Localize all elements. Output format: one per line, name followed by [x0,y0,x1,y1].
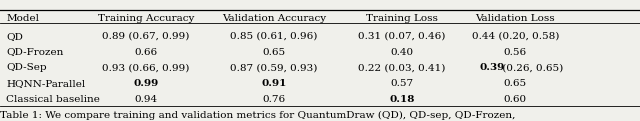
Text: 0.93 (0.66, 0.99): 0.93 (0.66, 0.99) [102,63,189,72]
Text: 0.39: 0.39 [480,63,505,72]
Text: QD: QD [6,32,23,41]
Text: Validation Loss: Validation Loss [476,14,555,23]
Text: 0.44 (0.20, 0.58): 0.44 (0.20, 0.58) [472,32,559,41]
Text: 0.99: 0.99 [133,79,159,88]
Text: Model: Model [6,14,40,23]
Text: Training Accuracy: Training Accuracy [98,14,194,23]
Text: 0.94: 0.94 [134,95,157,104]
Text: 0.56: 0.56 [504,48,527,57]
Text: 0.60: 0.60 [504,95,527,104]
Text: 0.66: 0.66 [134,48,157,57]
Text: 0.91: 0.91 [261,79,287,88]
Text: HQNN-Parallel: HQNN-Parallel [6,79,86,88]
Text: QD-Sep: QD-Sep [6,63,47,72]
Text: Validation Accuracy: Validation Accuracy [222,14,326,23]
Text: Classical baseline: Classical baseline [6,95,100,104]
Text: 0.76: 0.76 [262,95,285,104]
Text: 0.57: 0.57 [390,79,413,88]
Text: 0.31 (0.07, 0.46): 0.31 (0.07, 0.46) [358,32,445,41]
Text: Training Loss: Training Loss [366,14,438,23]
Text: (0.26, 0.65): (0.26, 0.65) [499,63,563,72]
Text: 0.65: 0.65 [262,48,285,57]
Text: Table 1: We compare training and validation metrics for QuantumDraw (QD), QD-sep: Table 1: We compare training and validat… [0,110,515,120]
Text: 0.65: 0.65 [504,79,527,88]
Text: QD-Frozen: QD-Frozen [6,48,64,57]
Text: 0.85 (0.61, 0.96): 0.85 (0.61, 0.96) [230,32,317,41]
Text: 0.87 (0.59, 0.93): 0.87 (0.59, 0.93) [230,63,317,72]
Text: 0.40: 0.40 [390,48,413,57]
Text: 0.18: 0.18 [389,95,415,104]
Text: 0.89 (0.67, 0.99): 0.89 (0.67, 0.99) [102,32,189,41]
Text: 0.22 (0.03, 0.41): 0.22 (0.03, 0.41) [358,63,445,72]
